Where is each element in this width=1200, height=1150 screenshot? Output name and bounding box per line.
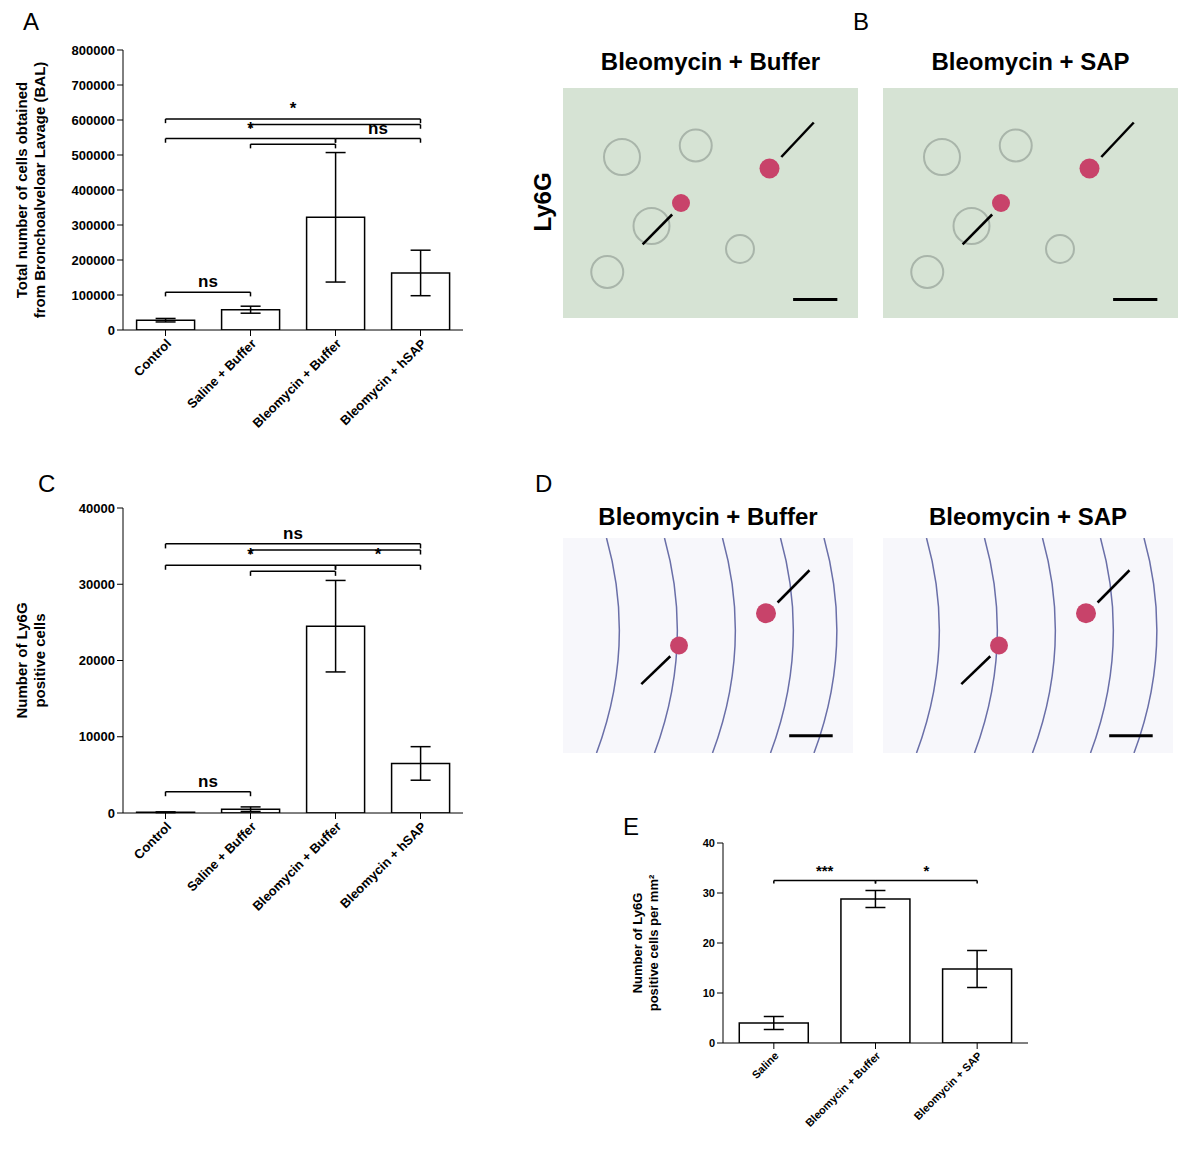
svg-text:700000: 700000 [72,78,115,93]
svg-text:Bleomycin + hSAP: Bleomycin + hSAP [337,336,429,428]
svg-text:ns: ns [198,772,218,791]
html-text:Bleomycin + Buffer: Bleomycin + Buffer [598,503,818,530]
svg-text:*: * [247,119,254,138]
svg-text:30000: 30000 [79,577,115,592]
svg-text:ns: ns [368,119,388,138]
svg-text:Number of Ly6Gpositive cells p: Number of Ly6Gpositive cells per mm² [630,874,661,1011]
svg-text:***: *** [816,862,834,879]
html-text:A: A [23,8,39,35]
svg-text:Bleomycin + SAP: Bleomycin + SAP [911,1049,984,1122]
html-text:E: E [623,813,639,840]
html-text:B: B [853,8,869,35]
html-text:Ly6G: Ly6G [529,172,556,232]
svg-text:*: * [375,545,382,564]
svg-text:40: 40 [703,837,715,849]
svg-text:*: * [923,862,929,879]
svg-text:Total number of cells obtained: Total number of cells obtainedfrom Bronc… [13,62,48,319]
svg-text:ns: ns [198,272,218,291]
svg-text:Bleomycin + hSAP: Bleomycin + hSAP [337,819,429,911]
svg-text:Saline + Buffer: Saline + Buffer [184,819,259,894]
svg-text:30: 30 [703,887,715,899]
svg-text:0: 0 [108,323,115,338]
svg-text:Bleomycin + Buffer: Bleomycin + Buffer [803,1049,883,1129]
svg-text:400000: 400000 [72,183,115,198]
svg-text:40000: 40000 [79,501,115,516]
html-text:C: C [38,470,56,497]
svg-text:100000: 100000 [72,288,115,303]
html-text:D: D [535,470,553,497]
svg-text:200000: 200000 [72,253,115,268]
html-text:Bleomycin + SAP: Bleomycin + SAP [931,48,1130,75]
svg-text:Bleomycin + Buffer: Bleomycin + Buffer [250,819,345,914]
svg-text:10000: 10000 [79,729,115,744]
html-text:Bleomycin + SAP: Bleomycin + SAP [929,503,1127,530]
svg-text:Saline: Saline [749,1049,780,1080]
svg-text:Saline + Buffer: Saline + Buffer [184,336,259,411]
svg-text:0: 0 [709,1037,715,1049]
svg-text:Number of Ly6Gpositive cells: Number of Ly6Gpositive cells [13,602,48,718]
svg-text:20000: 20000 [79,653,115,668]
svg-text:800000: 800000 [72,43,115,58]
svg-text:600000: 600000 [72,113,115,128]
svg-text:10: 10 [703,987,715,999]
svg-text:ns: ns [283,524,303,543]
svg-text:Control: Control [131,336,174,379]
svg-text:Control: Control [131,819,174,862]
svg-text:*: * [247,545,254,564]
svg-text:*: * [290,99,297,118]
svg-text:Bleomycin + Buffer: Bleomycin + Buffer [250,336,345,431]
svg-text:300000: 300000 [72,218,115,233]
svg-text:20: 20 [703,937,715,949]
html-text:Bleomycin + Buffer: Bleomycin + Buffer [600,48,821,75]
svg-text:0: 0 [108,806,115,821]
svg-text:500000: 500000 [72,148,115,163]
